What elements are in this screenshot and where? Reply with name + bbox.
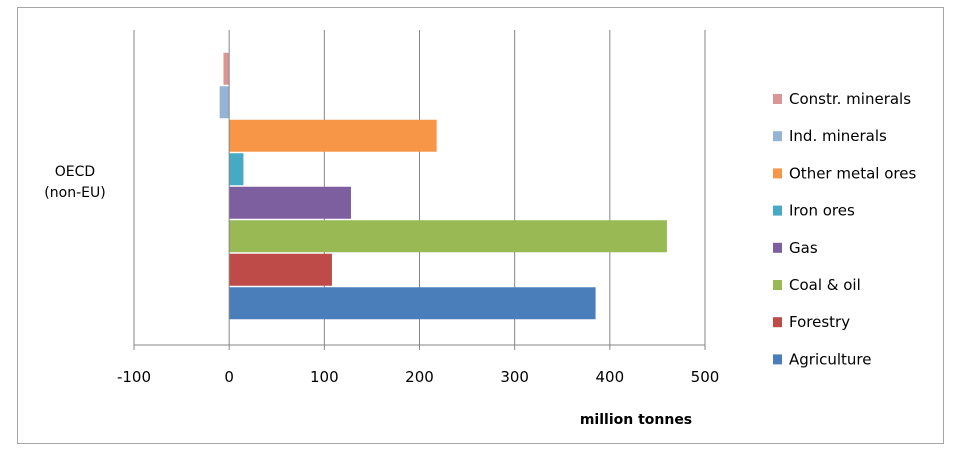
axes xyxy=(133,30,706,350)
legend-label-iron-ores: Iron ores xyxy=(789,202,855,220)
legend-label-gas: Gas xyxy=(789,239,818,257)
legend-swatch-iron-ores xyxy=(773,205,782,216)
legend-swatch-constr-minerals xyxy=(773,94,782,104)
bar-coal-oil xyxy=(229,220,667,253)
bar-gas xyxy=(229,186,351,219)
x-tick-label: 400 xyxy=(596,368,625,386)
x-tick-label: 300 xyxy=(500,368,529,386)
bar-agriculture xyxy=(229,287,596,320)
legend: Constr. minerals Ind. minerals Other metal… xyxy=(773,90,916,368)
legend-swatch-agriculture xyxy=(773,354,782,365)
legend-swatch-coal-oil xyxy=(773,280,782,290)
legend-label-constr-minerals: Constr. minerals xyxy=(789,90,911,108)
x-tick-label: 100 xyxy=(310,368,339,386)
bar-other-metal-ores xyxy=(229,119,437,152)
x-tick-label: 500 xyxy=(691,368,720,386)
bar-iron-ores xyxy=(229,153,244,186)
bar-constr-minerals xyxy=(223,52,230,85)
legend-label-coal-oil: Coal & oil xyxy=(789,276,861,294)
bar-forestry xyxy=(229,253,332,286)
legend-label-forestry: Forestry xyxy=(789,313,850,331)
legend-label-ind-minerals: Ind. minerals xyxy=(789,127,887,145)
legend-label-agriculture: Agriculture xyxy=(789,350,872,368)
legend-swatch-gas xyxy=(773,242,782,253)
x-tick-label: -100 xyxy=(117,368,151,386)
legend-swatch-ind-minerals xyxy=(773,131,782,142)
bar-ind-minerals xyxy=(219,86,230,119)
category-labels: OECD (non-EU) xyxy=(44,164,105,201)
bars xyxy=(219,52,667,320)
legend-swatch-other-metal-ores xyxy=(773,168,782,179)
x-tick-label: 200 xyxy=(405,368,434,386)
x-axis-title: million tonnes xyxy=(580,412,692,428)
category-label: OECD (non-EU) xyxy=(44,164,105,201)
legend-label-other-metal-ores: Other metal ores xyxy=(789,164,916,182)
x-tick-labels: -100 0 100 200 300 400 500 xyxy=(117,368,719,386)
legend-swatch-forestry xyxy=(773,317,782,328)
x-tick-label: 0 xyxy=(224,368,234,386)
